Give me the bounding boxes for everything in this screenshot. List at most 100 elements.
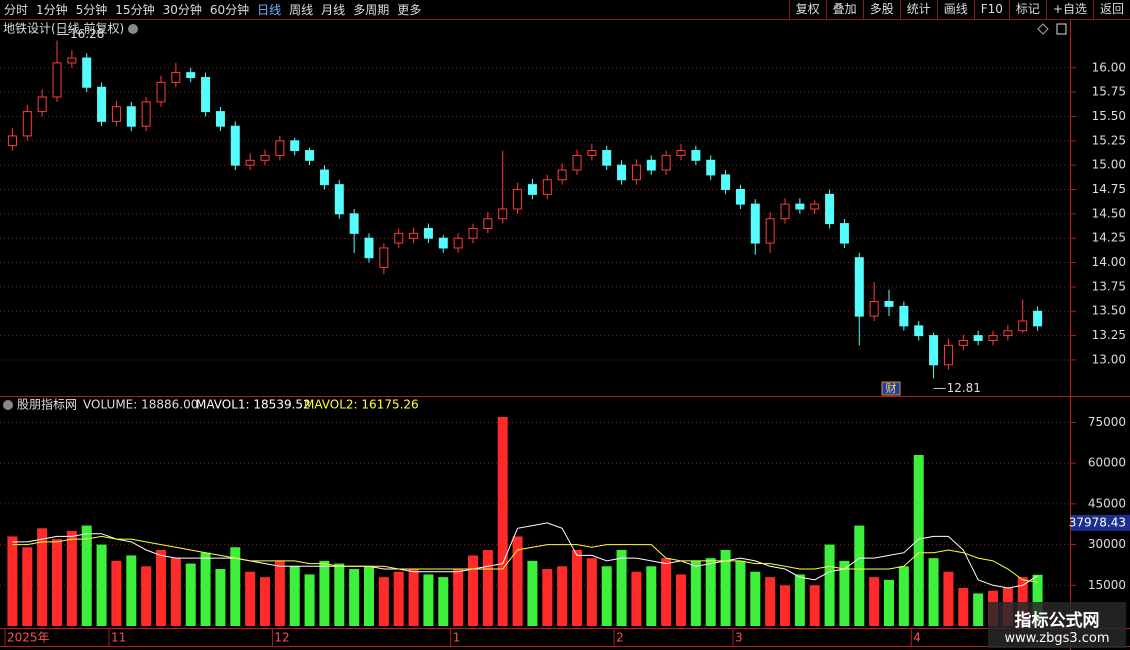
candle-body: [260, 154, 270, 161]
period-tab[interactable]: 更多: [397, 3, 422, 17]
candle-body: [22, 111, 32, 137]
volume-bar: [557, 566, 568, 626]
candle-body: [423, 227, 433, 239]
y-tick-label: 16.00: [1092, 60, 1126, 74]
candle-body: [825, 193, 835, 225]
chart-title: 地铁设计(日线,前复权): [3, 21, 124, 36]
volume-bar: [37, 528, 48, 626]
volume-bar: [943, 571, 954, 626]
y-tick-label: 30000: [1088, 537, 1126, 551]
volume-bar: [319, 560, 330, 626]
period-tab[interactable]: 30分钟: [162, 3, 202, 17]
candle-body: [884, 301, 894, 307]
y-tick-label: 15000: [1088, 578, 1126, 592]
tool-button[interactable]: 画线: [936, 0, 974, 19]
volume-bar: [378, 577, 389, 626]
ma-line: [12, 522, 1038, 589]
candle-body: [943, 344, 953, 366]
candle-body: [245, 159, 255, 166]
panel-title: 股朋指标网: [17, 397, 77, 412]
period-tab[interactable]: 1分钟: [36, 3, 68, 17]
candle-body: [201, 77, 211, 113]
volume-bar: [794, 574, 805, 626]
icon[interactable]: [1056, 23, 1067, 35]
period-tab[interactable]: 分时: [4, 3, 29, 17]
y-tick-label: 13.00: [1092, 352, 1126, 366]
cursor-label-bg: [1071, 514, 1130, 531]
candle-body: [409, 232, 419, 239]
tool-button[interactable]: 复权: [788, 0, 826, 19]
volume-bar: [869, 577, 880, 626]
volume-bar: [497, 417, 508, 626]
volume-bar: [468, 555, 478, 626]
period-tab[interactable]: 5分钟: [75, 3, 108, 17]
menu-icon[interactable]: [3, 400, 13, 410]
volume-bar: [527, 560, 538, 626]
legend-entry: MAVOL1: 18539.52: [196, 398, 311, 412]
candle-body: [319, 169, 329, 186]
period-tab[interactable]: 日线: [257, 3, 282, 17]
x-tick-label: 12: [274, 631, 289, 645]
tool-button[interactable]: 多股: [862, 0, 900, 19]
period-tab[interactable]: 周线: [289, 3, 314, 17]
volume-bar: [750, 571, 761, 626]
volume-bar: [631, 571, 642, 626]
candle-body: [334, 184, 344, 215]
period-tab[interactable]: 60分钟: [209, 3, 250, 17]
volume-bar: [928, 558, 939, 626]
volume-bar: [230, 547, 241, 626]
tool-button[interactable]: +自选: [1045, 0, 1093, 19]
volume-bar: [690, 560, 701, 626]
volume-bar: [393, 571, 404, 626]
ma-line: [12, 535, 1038, 583]
y-tick-label: 14.25: [1092, 231, 1126, 245]
tool-button[interactable]: 返回: [1092, 0, 1130, 19]
watermark-title: 指标公式网: [1014, 611, 1100, 631]
candle-body: [7, 135, 17, 147]
y-tick-label: 15.50: [1092, 109, 1126, 123]
candle-body: [988, 335, 998, 341]
watermark-url: www.zbgs3.com: [1004, 631, 1110, 646]
candle-body: [854, 257, 864, 317]
candle-body: [750, 203, 760, 244]
y-tick-label: 15.00: [1092, 158, 1126, 172]
tool-button[interactable]: 叠加: [825, 0, 863, 19]
volume-bar: [572, 550, 582, 626]
y-tick-label: 14.00: [1092, 255, 1126, 269]
annotation: 12.81: [947, 381, 981, 395]
period-tab[interactable]: 月线: [321, 3, 346, 17]
candle-body: [230, 125, 240, 166]
candle-body: [171, 72, 181, 83]
menu-icon[interactable]: [128, 24, 138, 34]
period-tab[interactable]: 多周期: [353, 3, 390, 17]
volume-bar: [780, 585, 790, 626]
volume-bar: [7, 536, 18, 626]
x-tick-label: 2025年: [7, 631, 50, 645]
tool-button[interactable]: F10: [973, 0, 1009, 19]
volume-bar: [156, 550, 166, 626]
icon[interactable]: [1037, 23, 1049, 35]
candle-body: [186, 72, 196, 79]
cursor-label: 37978.43: [1069, 515, 1126, 529]
candle-body: [67, 57, 77, 64]
candle-body: [275, 140, 285, 156]
candle-body: [1018, 320, 1028, 332]
volume-bar: [720, 550, 731, 626]
period-tab[interactable]: 15分钟: [115, 3, 155, 17]
candle-body: [156, 81, 166, 103]
watermark: 指标公式网 www.zbgs3.com: [988, 602, 1126, 648]
x-tick-label: 3: [735, 631, 743, 645]
candle-body: [438, 237, 448, 249]
tool-button[interactable]: 标记: [1008, 0, 1046, 19]
tool-button[interactable]: 统计: [899, 0, 937, 19]
candle-body: [290, 140, 300, 152]
volume-bar: [958, 588, 969, 626]
volume-bar: [170, 558, 181, 626]
volume-bar: [141, 566, 152, 626]
volume-bar: [245, 571, 256, 626]
candle-body: [602, 150, 612, 166]
candle-body: [914, 325, 924, 337]
y-tick-label: 60000: [1088, 456, 1126, 470]
